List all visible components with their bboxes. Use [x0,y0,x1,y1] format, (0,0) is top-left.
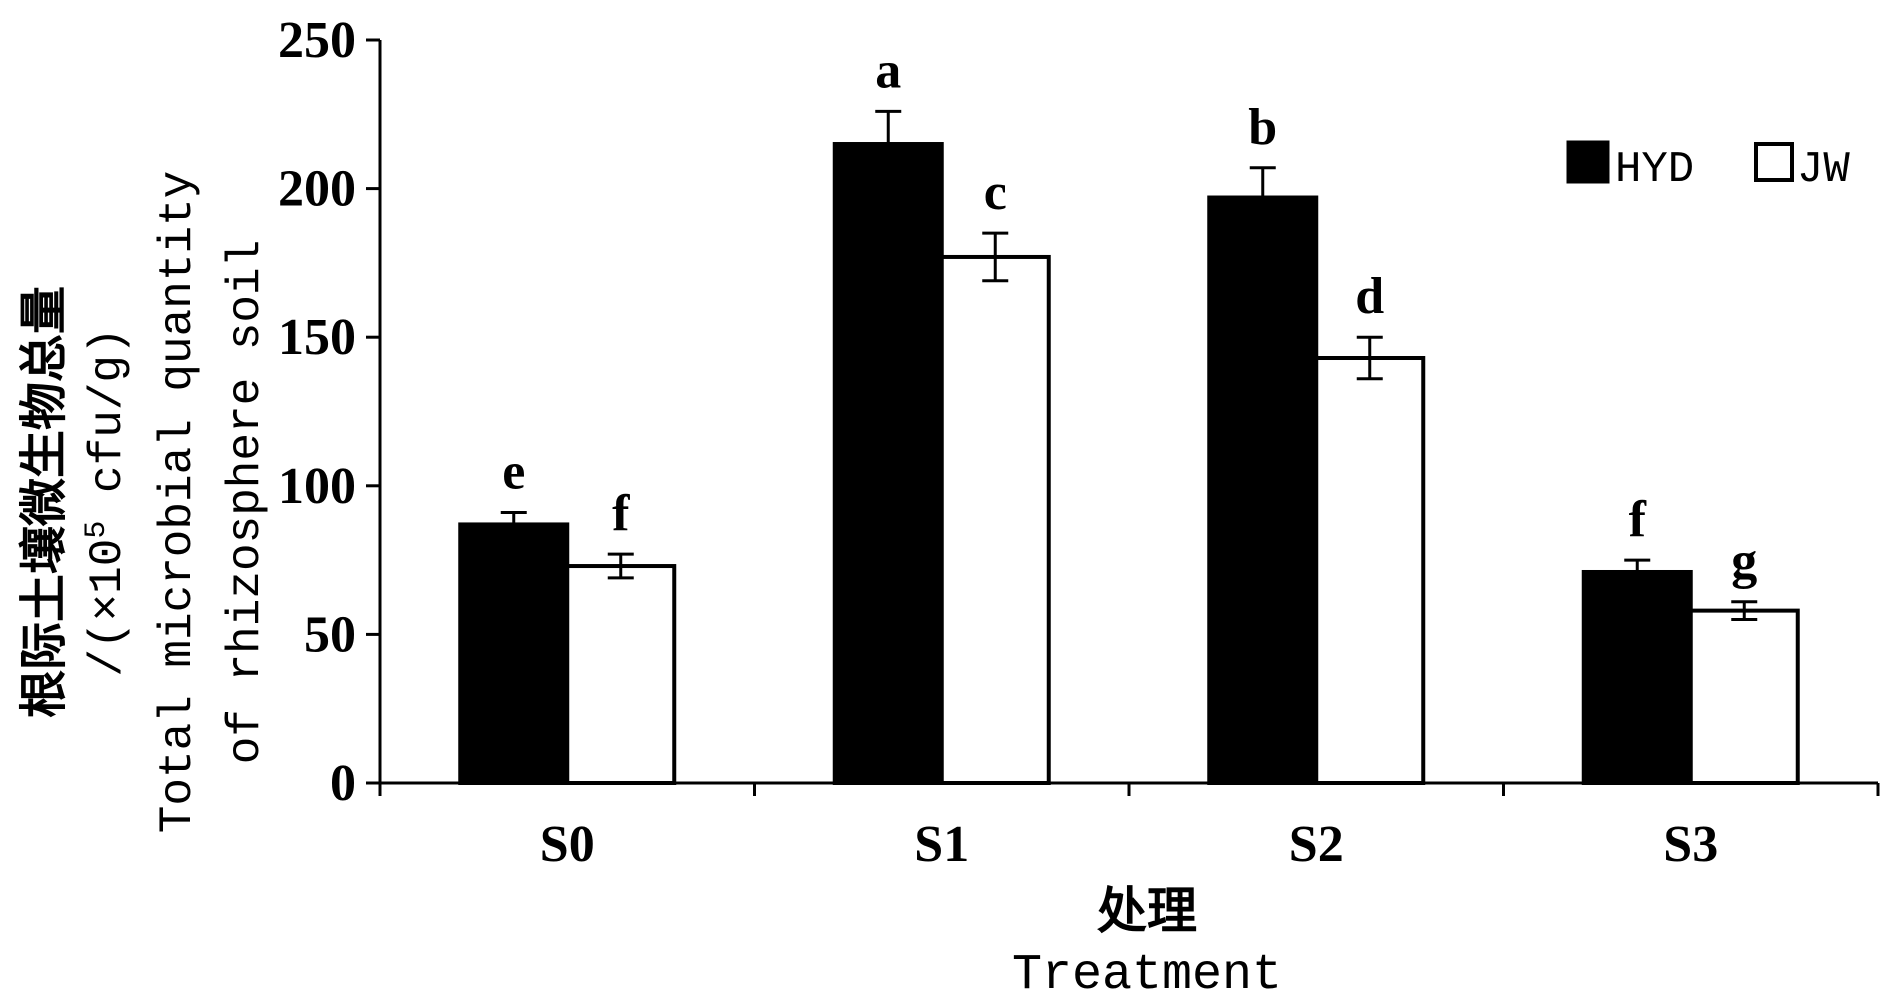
y-axis-title-cn-line1: 根际土壤微生物总量 [18,286,71,718]
bar-hyd-s2 [1207,195,1319,786]
bar-jw-s3 [1688,608,1800,786]
significance-letter: f [612,485,630,542]
x-tick-label: S3 [1663,816,1718,873]
y-axis-title-exponent: 5 [80,521,114,539]
legend-swatch-jw [1754,142,1794,182]
legend-label-hyd: HYD [1615,145,1694,195]
y-tick-label: 200 [278,161,356,218]
significance-letter: d [1355,268,1384,325]
legend-label-jw: JW [1797,145,1850,195]
y-tick-label: 150 [278,309,356,366]
significance-letter: a [875,42,901,99]
y-axis-title: 根际土壤微生物总量 /(×105 cfu/g) Total microbial … [18,171,272,834]
x-tick-label: S2 [1289,816,1344,873]
significance-letters: e a b f f c d g [502,42,1757,589]
bar-hyd-s3 [1581,569,1693,785]
legend: HYD JW [1566,140,1850,195]
bars [458,142,1800,786]
significance-letter: g [1731,533,1757,590]
error-bars [500,109,1758,622]
y-axis-title-cn-line2-suffix: cfu/g) [82,327,134,520]
y-tick-labels: 0 50 100 150 200 250 [278,12,356,812]
significance-letter: f [1629,491,1647,548]
bar-jw-s0 [565,564,677,785]
y-axis-title-en-line1: Total microbial quantity [152,171,204,834]
significance-letter: e [502,444,525,501]
y-tick-label: 0 [330,755,356,812]
y-axis-title-cn-line2-prefix: /(×10 [82,539,134,677]
x-axis-title: 处理 Treatment [1012,883,1282,1004]
y-axis-title-cn-line2: /(×105 cfu/g) [80,327,134,676]
bar-hyd-s0 [458,522,570,785]
y-tick-label: 50 [304,606,356,663]
x-tick-labels: S0 S1 S2 S3 [540,816,1718,873]
bar-jw-s2 [1314,356,1426,785]
y-axis-title-en-line2: of rhizosphere soil [220,240,272,765]
legend-swatch-hyd [1566,140,1610,184]
bar-hyd-s1 [832,142,944,785]
y-tick-label: 100 [278,458,356,515]
x-tick-label: S1 [914,816,969,873]
x-axis-title-cn: 处理 [1097,883,1197,939]
x-axis-title-en: Treatment [1012,947,1282,1004]
significance-letter: b [1248,99,1277,156]
y-tick-label: 250 [278,12,356,69]
significance-letter: c [984,164,1007,221]
x-tick-label: S0 [540,816,595,873]
bar-jw-s1 [939,254,1051,785]
